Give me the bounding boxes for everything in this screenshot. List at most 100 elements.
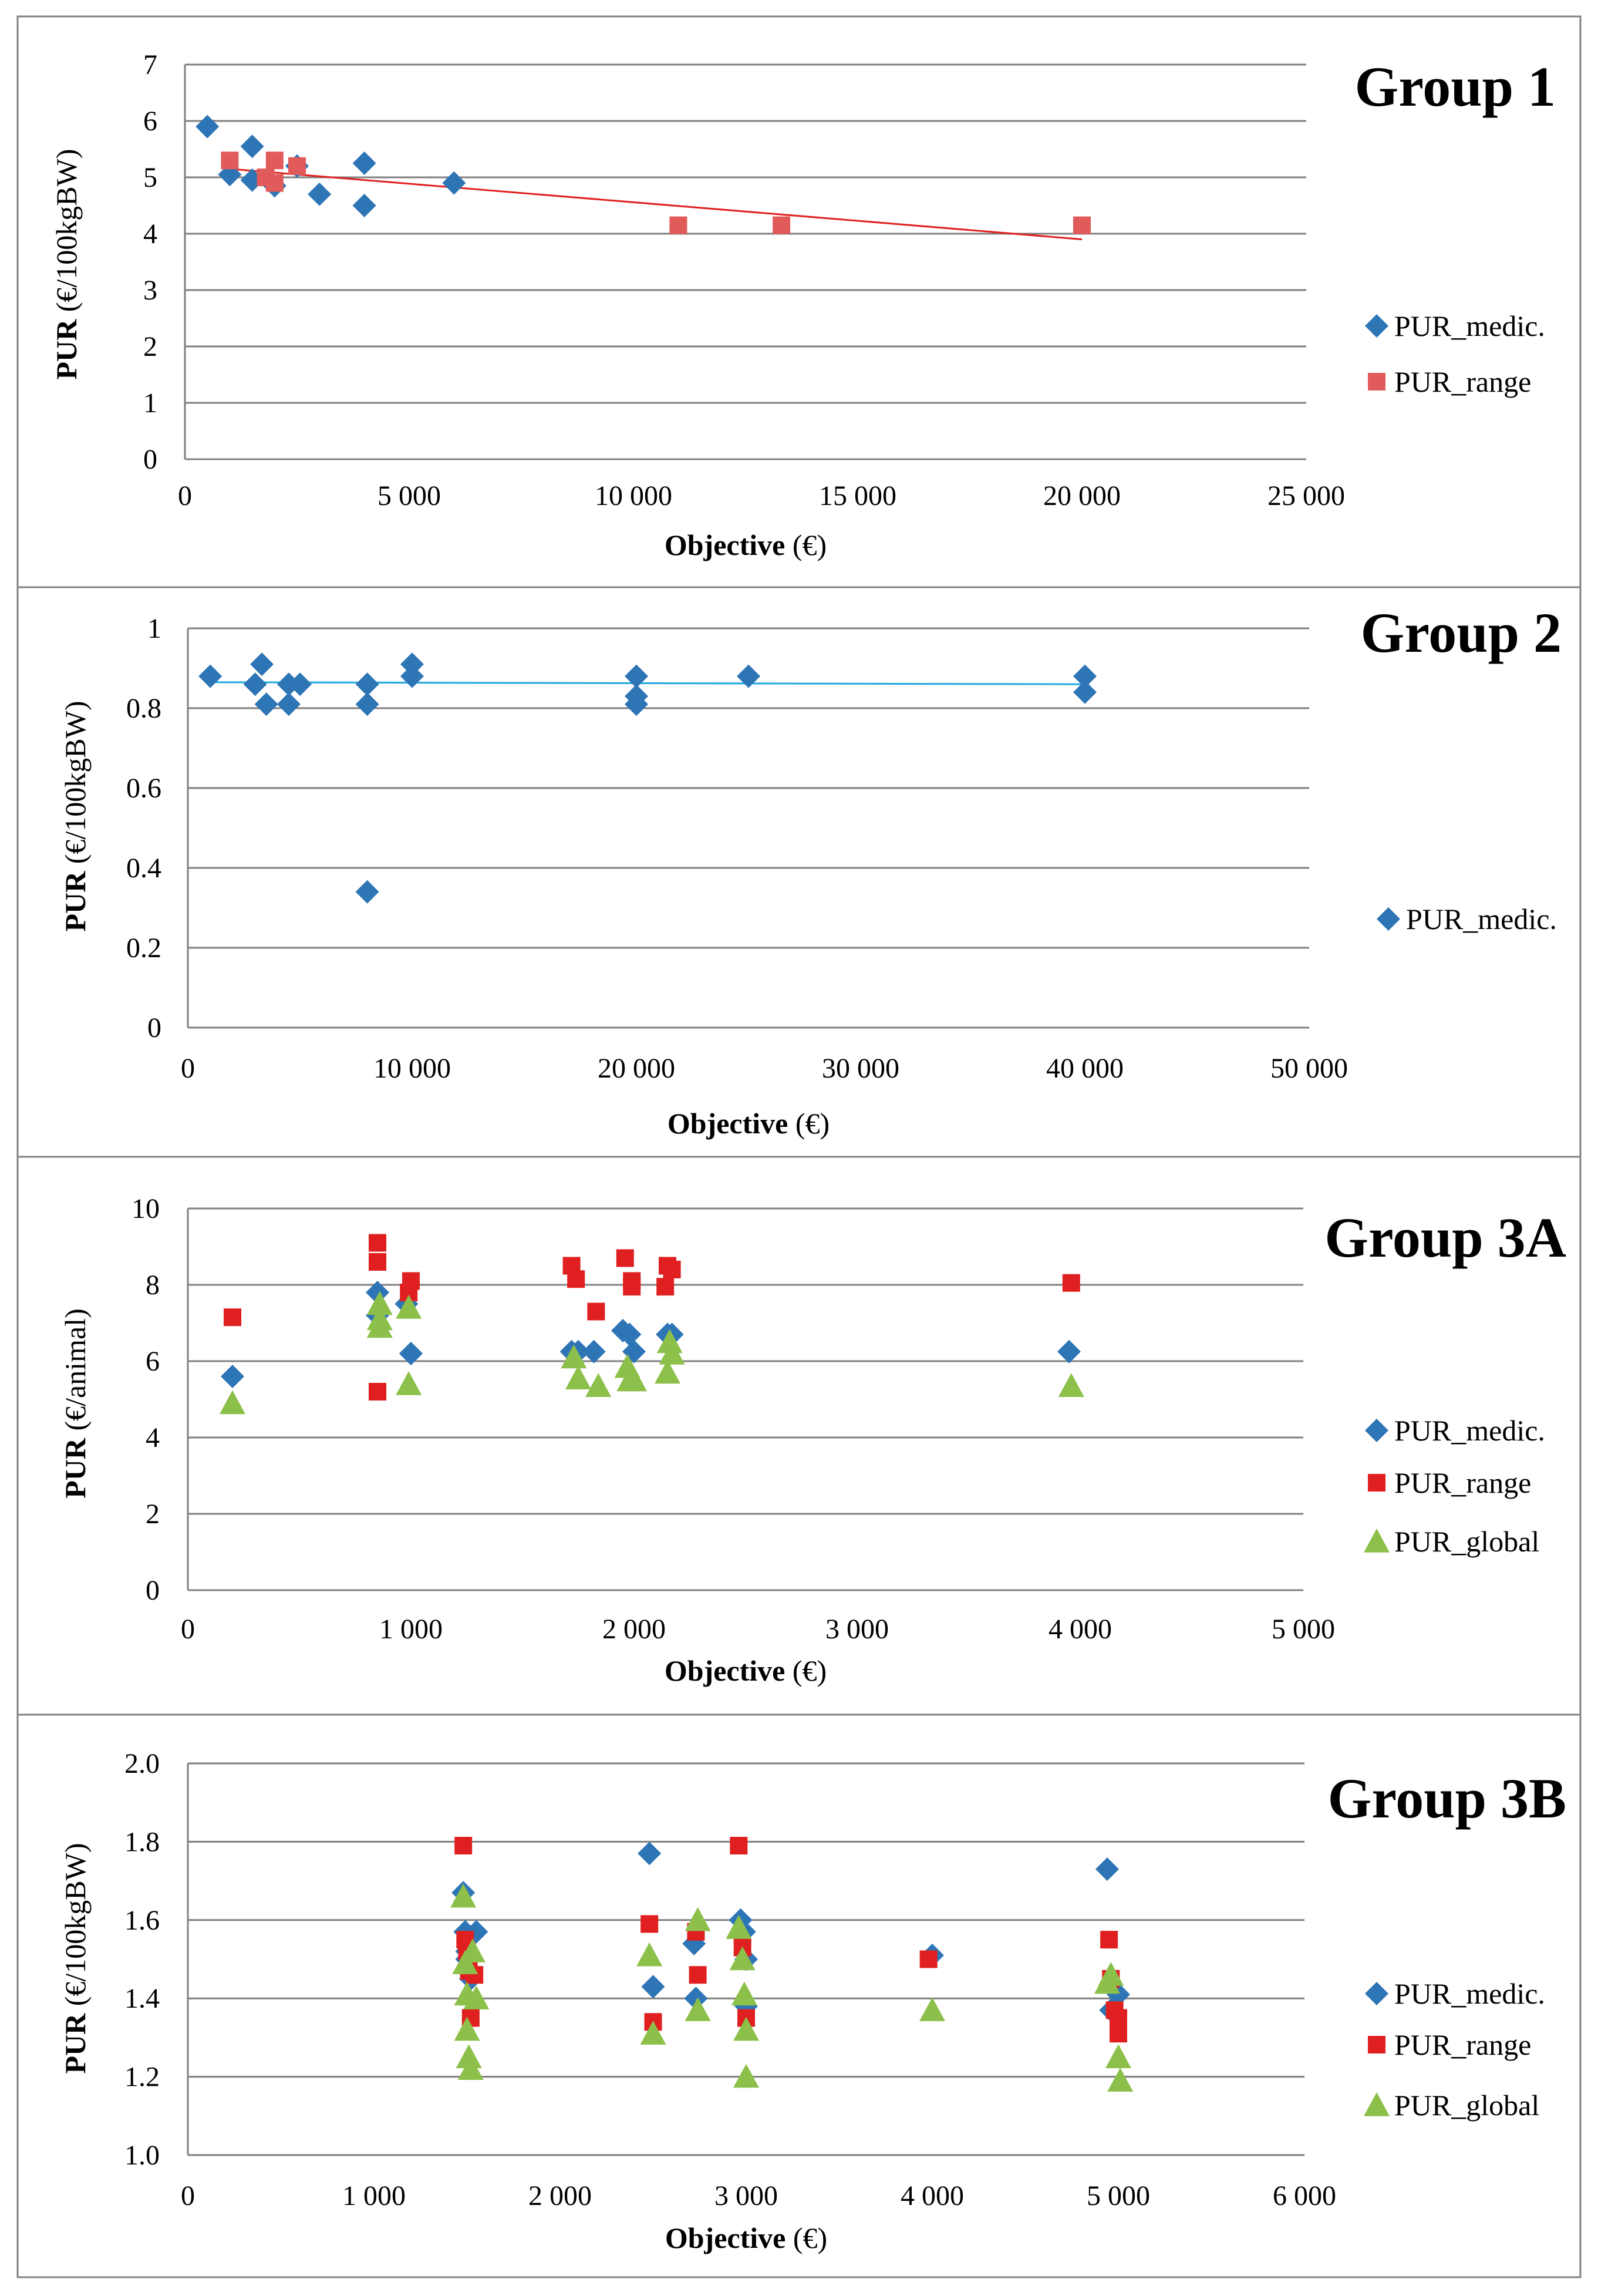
x-axis-label-bold: Objective (665, 528, 785, 561)
data-point (919, 1997, 945, 2021)
data-point (565, 1365, 591, 1389)
y-axis-label: PUR (€/100kgBW) (50, 149, 83, 380)
x-tick-label: 0 (181, 1614, 195, 1645)
x-tick-label: 6 000 (1273, 2180, 1336, 2211)
chart-title: Group 1 (1355, 55, 1556, 118)
y-tick-label: 4 (146, 1422, 160, 1453)
data-point (636, 1942, 663, 1967)
y-tick-label: 2 (146, 1499, 160, 1530)
data-point (250, 652, 274, 676)
data-point (402, 1272, 420, 1290)
legend-marker (1368, 373, 1385, 390)
data-point (1062, 1274, 1080, 1292)
y-axis-label-bold: PUR (50, 319, 83, 380)
legend-marker (1364, 2092, 1390, 2116)
data-point (656, 1329, 683, 1354)
data-point (663, 1261, 681, 1278)
y-tick-label: 0.8 (126, 693, 161, 724)
legend-label: PUR_global (1394, 2089, 1539, 2122)
data-point (641, 1975, 665, 1999)
data-point (396, 1371, 422, 1395)
data-point (730, 1837, 748, 1855)
legend-marker (1368, 2036, 1385, 2053)
data-point (463, 1985, 490, 2009)
x-axis-label: Objective (€) (665, 1654, 827, 1687)
data-point (442, 171, 466, 195)
y-axis-label-unit: (€/animal) (59, 1308, 92, 1438)
data-point (1110, 2025, 1127, 2043)
x-tick-label: 25 000 (1267, 480, 1345, 511)
y-axis-label-unit: (€/100kgBW) (59, 701, 92, 871)
x-tick-label: 50 000 (1270, 1053, 1348, 1084)
y-tick-label: 1.4 (124, 1983, 160, 2014)
data-point (460, 1938, 486, 1962)
y-tick-label: 6 (146, 1346, 160, 1377)
legend-label: PUR_medic. (1394, 309, 1545, 342)
data-point (640, 1915, 659, 1933)
data-point (1073, 680, 1097, 704)
data-point (669, 216, 687, 234)
x-tick-label: 4 000 (1049, 1614, 1112, 1645)
legend-label: PUR_global (1394, 1525, 1539, 1558)
y-axis-label-unit: (€/100kgBW) (59, 1843, 92, 2014)
data-point (454, 2016, 480, 2041)
y-tick-label: 5 (143, 162, 157, 193)
data-point (352, 152, 376, 175)
x-tick-label: 0 (181, 2180, 195, 2211)
series-pur-range (454, 1837, 1127, 2043)
data-point (450, 1883, 477, 1908)
y-tick-label: 1 (147, 613, 161, 644)
x-tick-label: 40 000 (1046, 1053, 1124, 1084)
data-point (1058, 1373, 1084, 1397)
data-point (659, 1341, 685, 1365)
data-point (625, 664, 648, 688)
x-tick-label: 10 000 (373, 1053, 451, 1084)
data-point (623, 1278, 641, 1296)
data-point (240, 134, 264, 159)
y-tick-label: 0 (143, 444, 157, 475)
data-point (684, 1987, 708, 2011)
data-point (399, 1342, 423, 1365)
data-point (198, 664, 222, 688)
legend-marker (1364, 1529, 1390, 1553)
chart-group-2: 0 0.2 0.4 0.6 0.8 1 0 10 000 20 000 30 000 40 000 5… (16, 586, 1582, 1158)
y-tick-label: 1.0 (124, 2140, 160, 2171)
x-axis-label-unit: (€) (785, 528, 827, 561)
data-point (369, 1383, 386, 1401)
data-point (585, 1373, 612, 1397)
legend-marker (1365, 1419, 1388, 1442)
data-point (369, 1253, 386, 1271)
y-tick-label: 1.6 (124, 1905, 160, 1936)
legend-marker (1365, 1982, 1388, 2005)
panel-border (16, 1713, 1582, 2278)
x-axis-label: Objective (€) (667, 1107, 830, 1140)
y-tick-label: 4 (143, 218, 157, 250)
x-axis-label: Objective (€) (665, 2221, 827, 2254)
data-point (308, 182, 332, 206)
x-axis-label-bold: Objective (665, 2221, 785, 2254)
data-point (733, 2063, 759, 2088)
y-axis-label-unit: (€/100kgBW) (50, 149, 83, 319)
data-point (243, 672, 267, 696)
data-point (277, 692, 301, 716)
data-point (655, 1359, 680, 1384)
data-point (1110, 2009, 1127, 2027)
data-point (396, 1295, 422, 1319)
y-tick-label: 3 (143, 275, 157, 306)
data-point (621, 1367, 647, 1392)
panel-border (16, 15, 1582, 588)
y-axis-label: PUR (€/100kgBW) (59, 1843, 92, 2074)
chart-group-1: 0 1 2 3 4 5 6 7 0 5 000 10 000 15 000 20 000 25 000 Ob… (16, 15, 1582, 588)
data-point (1098, 1962, 1124, 1986)
data-point (352, 194, 376, 217)
x-tick-label: 10 000 (595, 480, 672, 511)
data-point (919, 1950, 938, 1968)
y-tick-label: 10 (132, 1193, 160, 1224)
data-point (456, 2044, 482, 2068)
data-point (265, 174, 284, 192)
y-tick-label: 0.2 (126, 932, 161, 964)
data-point (254, 692, 278, 716)
data-point (265, 152, 284, 170)
y-tick-label: 1.8 (124, 1826, 160, 1857)
